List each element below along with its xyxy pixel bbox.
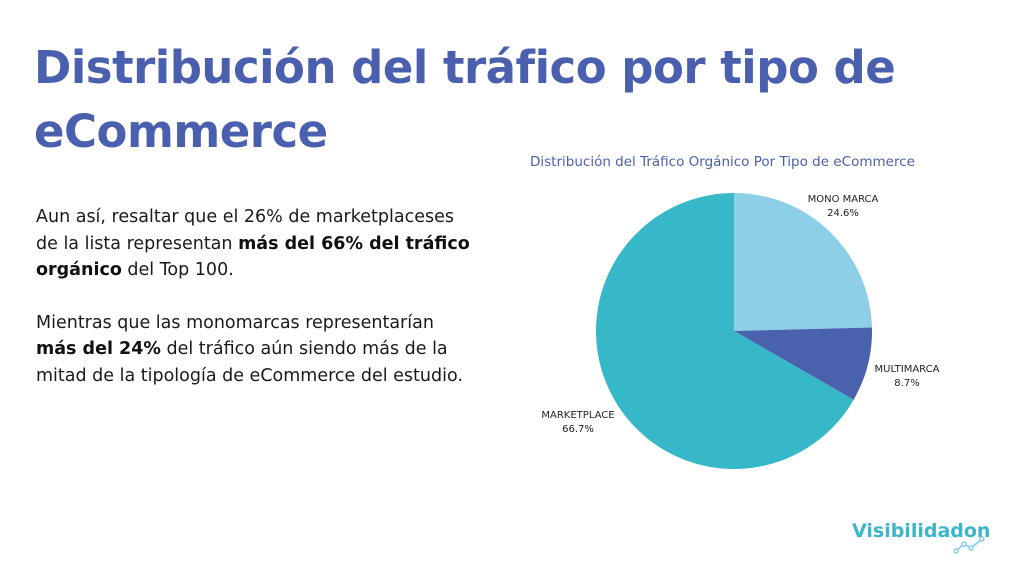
paragraph-2-text-a: Mientras que las monomarcas representarí… bbox=[36, 312, 434, 333]
slice-label: MULTIMARCA bbox=[875, 364, 940, 375]
pie-slice-multimarca bbox=[734, 327, 872, 400]
paragraph-1-text-b: del Top 100. bbox=[121, 260, 234, 280]
pie-slice-mono-marca bbox=[734, 193, 872, 331]
slide-title: Distribución del tráfico por tipo de eCo… bbox=[34, 41, 896, 158]
slice-value-label: 24.6% bbox=[827, 208, 859, 219]
paragraph-1: Aun así, resaltar que el 26% de marketpl… bbox=[36, 204, 476, 284]
brand-logo: Visibilidadon bbox=[852, 520, 991, 542]
slice-value-label: 66.7% bbox=[562, 424, 594, 435]
pie-labels: MONO MARCA 24.6% MULTIMARCA 8.7% MARKETPLACE… bbox=[541, 194, 939, 435]
paragraph-2-bold: más del 24% bbox=[36, 339, 161, 359]
pie-slice-marketplace bbox=[596, 193, 854, 469]
line-graph-icon bbox=[954, 536, 985, 554]
slice-value-label: 8.7% bbox=[894, 378, 919, 389]
paragraph-2: Mientras que las monomarcas representarí… bbox=[36, 310, 476, 390]
slice-label: MONO MARCA bbox=[808, 194, 879, 205]
pie-slices bbox=[596, 193, 872, 469]
chart-title: Distribución del Tráfico Orgánico Por Ti… bbox=[530, 154, 915, 170]
body-text: Aun así, resaltar que el 26% de marketpl… bbox=[36, 204, 476, 415]
slice-label: MARKETPLACE bbox=[541, 410, 614, 421]
paragraph-1-bold: más del 66% del tráfico orgánico bbox=[36, 233, 470, 281]
paragraph-1-text-a: Aun así, resaltar que el 26% de marketpl… bbox=[36, 207, 454, 254]
paragraph-2-text-b: del tráfico aún siendo más de la mitad d… bbox=[36, 339, 463, 386]
